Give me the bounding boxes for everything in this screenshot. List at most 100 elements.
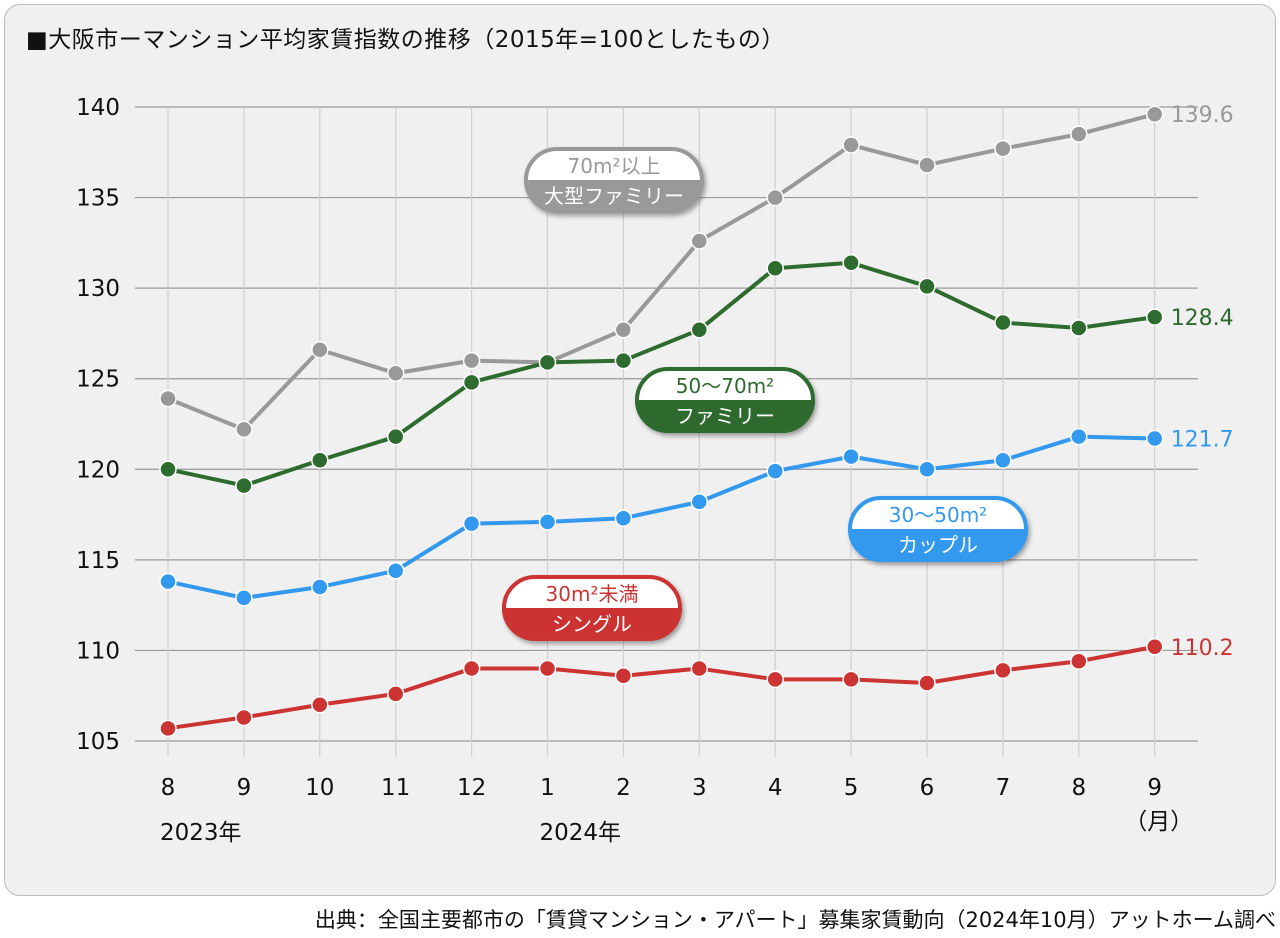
- badge-top-fill: [635, 367, 815, 400]
- data-point: [159, 719, 177, 738]
- series-line: [167, 644, 1156, 731]
- x-tick-label: 4: [768, 775, 783, 801]
- data-point: [918, 277, 936, 296]
- badge-clip: [635, 367, 815, 400]
- data-point: [842, 254, 860, 272]
- data-point: [462, 514, 481, 533]
- x-tick-label: 9: [1147, 775, 1162, 801]
- badge-top-fill: [502, 575, 682, 608]
- y-tick-label: 110: [76, 638, 120, 664]
- data-point: [538, 353, 557, 372]
- end-value-label: 139.6: [1171, 103, 1234, 128]
- data-point: [159, 572, 177, 591]
- badge-border: [848, 496, 1028, 562]
- data-point: [159, 389, 177, 408]
- badge-type-label: シングル: [552, 612, 632, 636]
- badge-size-label: 50〜70m²: [676, 374, 774, 398]
- data-point: [1145, 308, 1164, 326]
- data-point: [690, 321, 709, 339]
- series-line: [167, 112, 1156, 432]
- data-point: [386, 364, 405, 383]
- data-point: [235, 476, 253, 495]
- end-value-label: 121.7: [1171, 427, 1234, 452]
- data-point: [994, 313, 1012, 332]
- data-point: [386, 561, 405, 580]
- badge-clip: [848, 496, 1028, 529]
- x-tick-label: 5: [844, 775, 859, 801]
- data-point: [690, 232, 709, 250]
- data-point: [462, 373, 481, 392]
- data-point: [994, 139, 1012, 158]
- data-point: [1145, 638, 1164, 656]
- x-tick-label: 7: [996, 775, 1011, 801]
- source-note: 出典：全国主要都市の「賃貸マンション・アパート」募集家賃動向（2024年10月）…: [314, 908, 1276, 932]
- data-point: [1070, 319, 1088, 337]
- badge-size-label: 30m²未満: [546, 582, 639, 606]
- data-point: [918, 460, 936, 479]
- chart-title: ■大阪市ーマンション平均家賃指数の推移（2015年=100としたもの）: [26, 27, 785, 53]
- y-tick-label: 125: [76, 367, 120, 393]
- x-tick-label: 8: [161, 775, 176, 801]
- data-point: [1145, 105, 1164, 123]
- data-point: [386, 685, 405, 703]
- data-point: [311, 340, 329, 359]
- badge-clip: [524, 147, 704, 180]
- data-point: [311, 451, 329, 469]
- series-lines: 139.6 128.4 121.7 110.2: [159, 103, 1234, 738]
- y-tick-label: 105: [76, 729, 120, 755]
- x-unit-label: （月）: [1124, 809, 1193, 835]
- data-point: [766, 462, 784, 480]
- data-point: [690, 659, 709, 678]
- data-point: [1145, 429, 1164, 448]
- y-tick-label: 135: [76, 186, 120, 212]
- data-point: [235, 420, 253, 439]
- data-point: [1070, 652, 1088, 671]
- x-tick-label: 12: [457, 775, 486, 801]
- series-line: [167, 260, 1155, 488]
- data-point: [614, 351, 633, 370]
- data-point: [462, 659, 481, 678]
- data-point: [1070, 427, 1088, 446]
- badge-size-label: 70m²以上: [568, 154, 661, 178]
- data-point: [918, 674, 936, 692]
- data-point: [1070, 125, 1088, 143]
- badge-size-label: 30〜50m²: [889, 503, 987, 527]
- data-point: [766, 259, 784, 277]
- data-point: [994, 661, 1012, 680]
- data-point: [842, 670, 860, 689]
- data-point: [614, 321, 633, 339]
- data-point: [538, 513, 557, 531]
- data-point: [614, 509, 633, 527]
- series-line: [167, 434, 1155, 600]
- end-value-label: 128.4: [1171, 306, 1234, 331]
- badge-type-label: ファミリー: [675, 404, 775, 428]
- x-tick-label: 2: [616, 775, 631, 801]
- badge-type-label: 大型ファミリー: [544, 184, 684, 208]
- data-point: [994, 451, 1012, 469]
- data-point: [311, 696, 329, 714]
- data-point: [690, 493, 709, 511]
- x-tick-label: 3: [692, 775, 707, 801]
- y-tick-label: 140: [76, 95, 120, 121]
- data-point: [842, 136, 860, 154]
- data-point: [386, 427, 405, 446]
- data-point: [538, 659, 557, 678]
- series-label-badge: 30〜50m² カップル: [848, 496, 1028, 562]
- x-tick-label: 9: [237, 775, 252, 801]
- data-point: [842, 447, 860, 466]
- x-tick-label: 6: [920, 775, 935, 801]
- series-label-badge: 50〜70m² ファミリー: [635, 367, 815, 433]
- y-tick-label: 115: [76, 548, 120, 574]
- data-point: [462, 351, 481, 370]
- data-point: [614, 667, 633, 685]
- badge-type-label: カップル: [898, 533, 978, 557]
- badge-border: [524, 147, 704, 213]
- end-value-label: 110.2: [1171, 636, 1234, 661]
- data-point: [766, 670, 784, 689]
- y-tick-label: 120: [76, 457, 120, 483]
- badge-border: [635, 367, 815, 433]
- x-tick-label: 10: [305, 775, 334, 801]
